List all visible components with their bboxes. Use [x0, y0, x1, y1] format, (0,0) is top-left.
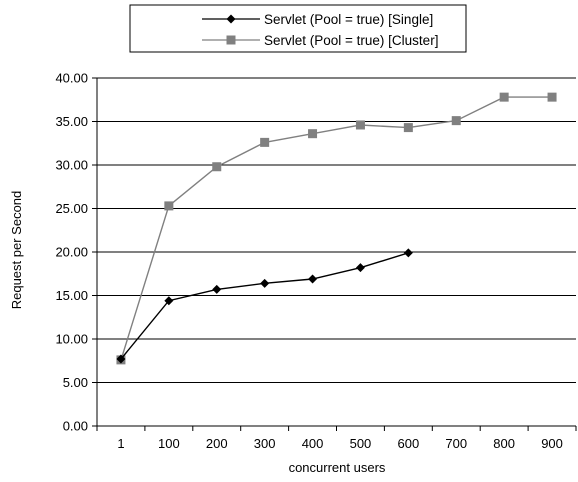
data-point — [308, 129, 318, 139]
y-tick-label: 5.00 — [63, 375, 88, 390]
data-point — [164, 296, 174, 306]
legend-item-cluster: Servlet (Pool = true) [Cluster] — [202, 33, 438, 48]
data-point — [260, 278, 270, 288]
data-point — [355, 120, 365, 130]
data-point — [308, 274, 318, 284]
legend: Servlet (Pool = true) [Single] Servlet (… — [129, 4, 467, 53]
data-point — [260, 137, 270, 147]
x-tick-label: 900 — [541, 436, 563, 451]
x-tick-labels: 1 100 200 300 400 500 600 700 800 900 — [117, 436, 563, 451]
legend-box — [129, 4, 467, 53]
y-tick-label: 30.00 — [55, 158, 88, 173]
x-tick-label: 1 — [117, 436, 124, 451]
data-point — [116, 354, 126, 364]
data-point — [403, 123, 413, 133]
data-point — [547, 92, 557, 102]
series-line — [120, 252, 409, 360]
legend-diamond-marker — [226, 14, 236, 24]
y-tick-label: 10.00 — [55, 332, 88, 347]
y-tick-label: 15.00 — [55, 288, 88, 303]
x-tick-label: 500 — [350, 436, 372, 451]
data-point — [212, 284, 222, 294]
data-point — [355, 263, 365, 273]
series-layer — [116, 92, 557, 365]
data-point — [403, 248, 413, 258]
x-tick-label: 800 — [493, 436, 515, 451]
y-axis-title: Request per Second — [9, 191, 24, 310]
gridlines — [92, 77, 576, 427]
x-tick-label: 600 — [397, 436, 419, 451]
data-point — [451, 116, 461, 126]
data-point — [212, 162, 222, 172]
series-cluster — [116, 92, 557, 365]
legend-label-cluster: Servlet (Pool = true) [Cluster] — [264, 33, 438, 48]
data-point — [164, 201, 174, 211]
data-point — [499, 92, 509, 102]
legend-square-marker — [226, 35, 236, 45]
legend-label-single: Servlet (Pool = true) [Single] — [264, 12, 433, 27]
y-tick-labels: 0.00 5.00 10.00 15.00 20.00 25.00 30.00 35.00 40… — [55, 71, 88, 434]
y-tick-label: 35.00 — [55, 114, 88, 129]
x-tick-label: 100 — [158, 436, 180, 451]
y-tick-label: 25.00 — [55, 201, 88, 216]
x-tick-label: 400 — [302, 436, 324, 451]
axes — [96, 78, 577, 431]
series-single — [116, 248, 413, 364]
y-tick-label: 40.00 — [55, 71, 88, 86]
y-tick-label: 0.00 — [63, 419, 88, 434]
series-line — [120, 96, 552, 361]
x-axis-title: concurrent users — [289, 460, 386, 475]
x-tick-label: 300 — [254, 436, 276, 451]
y-tick-label: 20.00 — [55, 245, 88, 260]
legend-item-single: Servlet (Pool = true) [Single] — [202, 12, 433, 27]
x-tick-label: 700 — [445, 436, 467, 451]
x-tick-label: 200 — [206, 436, 228, 451]
